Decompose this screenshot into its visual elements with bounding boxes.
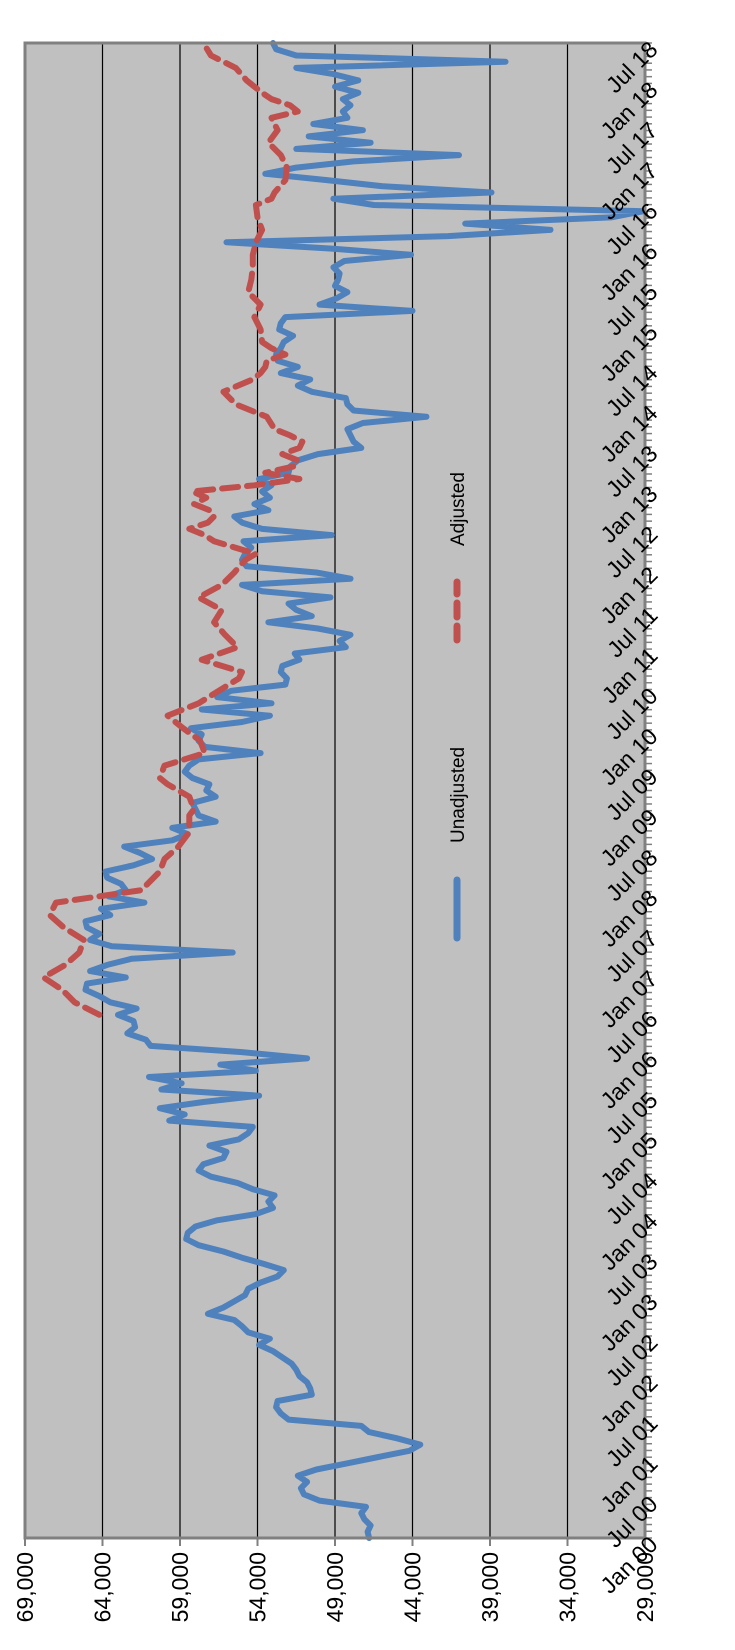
value-tick-label: 29,000 [632,1552,658,1622]
value-tick-label: 34,000 [555,1552,581,1622]
value-tick-label: 39,000 [477,1552,503,1622]
value-axis: 29,000 34,000 39,000 44,000 49,000 54,000 59,0… [12,1538,658,1622]
series-layer [40,40,647,1541]
value-tick-label: 49,000 [322,1552,348,1622]
value-tick-label: 59,000 [167,1552,193,1622]
value-tick-label: 54,000 [245,1552,271,1622]
legend-label-adjusted: Adjusted [448,472,469,546]
series-line-unadjusted [82,40,647,1541]
value-tick-label: 69,000 [12,1552,38,1622]
legend: Unadjusted Adjusted [448,472,469,942]
value-tick-label: 64,000 [90,1552,116,1622]
series-line-adjusted [40,40,306,1018]
value-tick-label: 44,000 [400,1552,426,1622]
legend-label-unadjusted: Unadjusted [448,747,469,843]
